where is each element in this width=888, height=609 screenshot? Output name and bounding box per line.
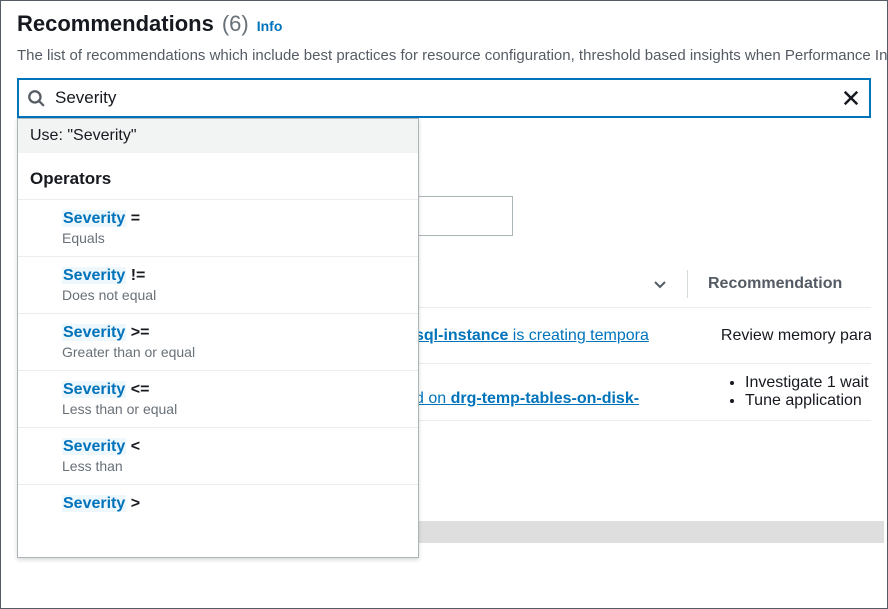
resource-link[interactable]: drg-temp-tables-on-disk- <box>451 390 639 407</box>
resource-cell: d on drg-temp-tables-on-disk- <box>415 376 709 408</box>
resource-link[interactable]: sql-instance <box>415 327 508 344</box>
search-icon <box>27 89 45 107</box>
result-count: (6) <box>222 11 249 37</box>
sort-icon[interactable] <box>653 277 667 291</box>
recommendation-item: Tune application <box>745 392 869 410</box>
operators-header: Operators <box>18 153 418 200</box>
column-divider <box>687 270 688 298</box>
search-region: Use: "Severity" Operators Severity = Equ… <box>1 78 887 118</box>
resource-link-prefix[interactable]: d on <box>415 390 451 407</box>
recommendation-item: Investigate 1 wait <box>745 374 869 392</box>
recommendation-cell: Review memory para <box>721 327 871 345</box>
operator-lt[interactable]: Severity < Less than <box>18 428 418 485</box>
recommendation-cell: Investigate 1 wait Tune application <box>723 374 869 410</box>
operator-equals[interactable]: Severity = Equals <box>18 200 418 257</box>
operator-not-equals[interactable]: Severity != Does not equal <box>18 257 418 314</box>
panel-description: The list of recommendations which includ… <box>1 41 887 78</box>
use-suggestion[interactable]: Use: "Severity" <box>18 119 418 153</box>
operator-gt[interactable]: Severity > <box>18 485 418 523</box>
search-suggestions-dropdown: Use: "Severity" Operators Severity = Equ… <box>17 118 419 558</box>
operator-gte[interactable]: Severity >= Greater than or equal <box>18 314 418 371</box>
search-input[interactable] <box>55 88 841 108</box>
recommendation-column-header[interactable]: Recommendation <box>708 275 842 293</box>
clear-icon[interactable] <box>841 88 861 108</box>
operator-lte[interactable]: Severity <= Less than or equal <box>18 371 418 428</box>
recommendations-panel: Recommendations (6) Info The list of rec… <box>0 0 888 609</box>
resource-link-suffix[interactable]: is creating tempora <box>508 327 649 344</box>
secondary-filter-input[interactable] <box>415 196 513 236</box>
panel-header: Recommendations (6) Info <box>1 1 887 41</box>
selection-highlight <box>416 521 884 543</box>
search-box[interactable] <box>17 78 871 118</box>
page-title: Recommendations <box>17 11 214 37</box>
info-link[interactable]: Info <box>257 18 283 34</box>
resource-cell: sql-instance is creating tempora <box>415 327 707 345</box>
